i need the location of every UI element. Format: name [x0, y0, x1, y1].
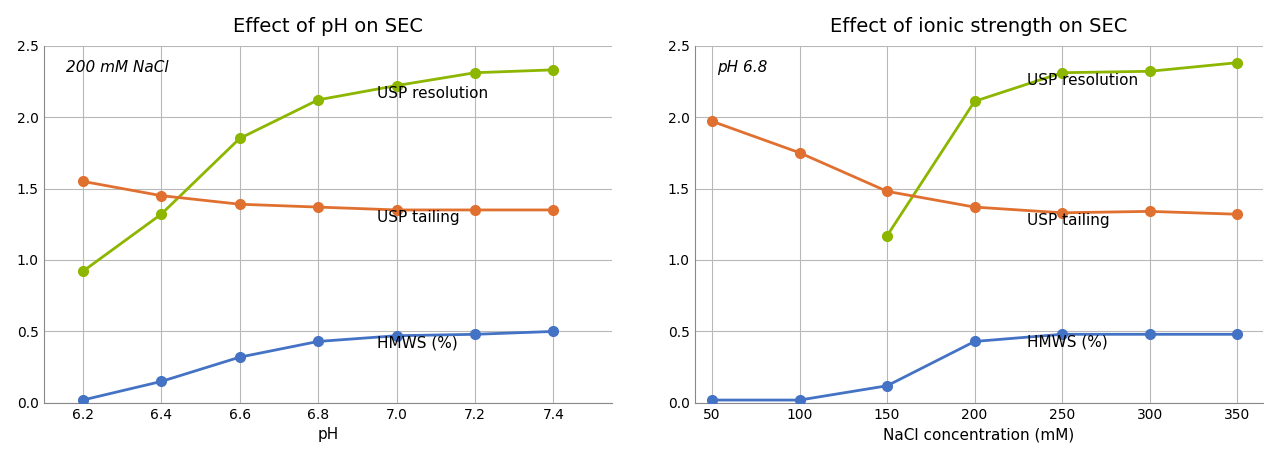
X-axis label: pH: pH: [317, 427, 338, 442]
Title: Effect of ionic strength on SEC: Effect of ionic strength on SEC: [831, 17, 1128, 36]
Text: USP tailing: USP tailing: [376, 210, 460, 225]
X-axis label: NaCl concentration (mM): NaCl concentration (mM): [883, 427, 1075, 442]
Text: 200 mM NaCl: 200 mM NaCl: [67, 60, 169, 75]
Text: USP resolution: USP resolution: [376, 85, 488, 101]
Text: USP resolution: USP resolution: [1027, 73, 1138, 88]
Title: Effect of pH on SEC: Effect of pH on SEC: [233, 17, 422, 36]
Text: HMWS (%): HMWS (%): [1027, 334, 1108, 349]
Text: pH 6.8: pH 6.8: [717, 60, 768, 75]
Text: USP tailing: USP tailing: [1027, 213, 1110, 228]
Text: HMWS (%): HMWS (%): [376, 336, 458, 351]
